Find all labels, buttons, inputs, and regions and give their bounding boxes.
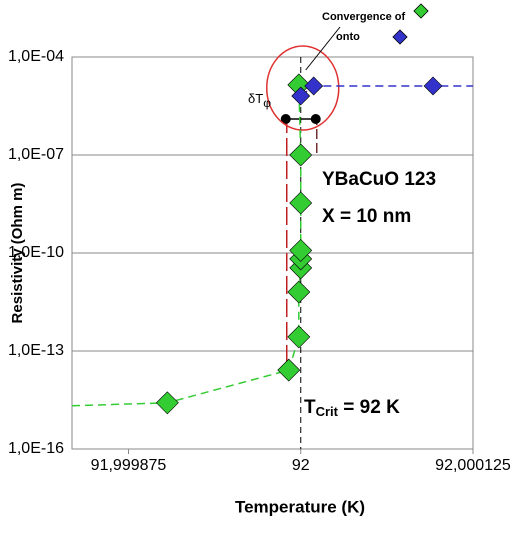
highlight bbox=[265, 45, 340, 131]
annotation: TCrit = 92 K bbox=[304, 397, 400, 419]
y-tick-label: 1,0E-16 bbox=[8, 440, 64, 457]
point bbox=[277, 358, 301, 382]
annotation: Convergence of bbox=[322, 11, 405, 23]
annotation: δTφ bbox=[248, 91, 271, 110]
x-axis-label: Temperature (K) bbox=[235, 497, 365, 516]
legend-diamond bbox=[413, 3, 429, 19]
series-line bbox=[300, 85, 473, 97]
y-tick-label: 1,0E-07 bbox=[8, 146, 64, 163]
legend-diamond bbox=[392, 29, 408, 45]
annotation: onto bbox=[336, 31, 360, 43]
y-tick-label: 1,0E-10 bbox=[8, 244, 64, 261]
point bbox=[304, 76, 324, 96]
point bbox=[289, 191, 313, 215]
y-tick-label: 1,0E-13 bbox=[8, 342, 64, 359]
point bbox=[289, 238, 313, 262]
dt-dot bbox=[310, 114, 321, 124]
y-axis-label: Resistivity (Ohm m) bbox=[9, 183, 26, 324]
annotation: X = 10 nm bbox=[322, 206, 411, 227]
plot-frame bbox=[71, 56, 474, 450]
point bbox=[291, 86, 311, 106]
x-tick-label: 92 bbox=[292, 457, 310, 474]
point bbox=[289, 143, 313, 167]
plot: 1,0E-16 1,0E-13 1,0E-10 1,0E-07 1,0E-04 91,99… bbox=[8, 26, 511, 474]
x-tick-label: 91,999875 bbox=[91, 457, 167, 474]
annotation: YBaCuO 123 bbox=[322, 169, 436, 190]
x-tick-label: 92,000125 bbox=[435, 457, 511, 474]
point bbox=[287, 280, 311, 304]
point bbox=[155, 391, 179, 415]
pointer bbox=[305, 26, 341, 71]
series-line bbox=[71, 84, 302, 407]
dt-dot bbox=[280, 114, 291, 124]
point bbox=[423, 76, 443, 96]
y-tick-label: 1,0E-04 bbox=[8, 48, 64, 65]
point bbox=[287, 325, 311, 349]
